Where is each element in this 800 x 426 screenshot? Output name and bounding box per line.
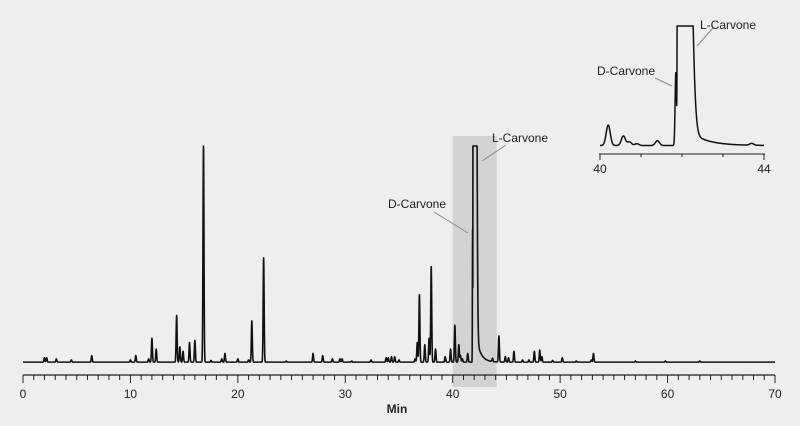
x-tick-label: 0 [20,387,27,401]
highlight-region [452,136,497,387]
inset-trace [599,25,765,147]
inset-d-carvone-leader [654,77,673,87]
x-tick-label: 70 [768,387,782,401]
x-tick-label: 20 [231,387,245,401]
inset-tick-label: 40 [593,162,607,176]
x-tick-label: 50 [553,387,567,401]
d-carvone-label: D-Carvone [388,197,446,211]
chromatogram-trace [22,145,776,363]
x-tick-label: 60 [661,387,675,401]
x-tick-label: 30 [339,387,353,401]
x-tick-label: 10 [124,387,138,401]
x-tick-label: 40 [446,387,460,401]
inset-x-axis: 40 44 [593,153,771,176]
d-carvone-leader [433,211,469,234]
inset-chart: 40 44 D-Carvone L-Carvone [593,18,771,176]
inset-l-carvone-label: L-Carvone [700,18,756,32]
inset-l-carvone-leader [696,27,714,47]
l-carvone-label: L-Carvone [492,131,548,145]
inset-d-carvone-label: D-Carvone [597,64,655,78]
x-axis-title: Min [387,402,408,416]
l-carvone-leader [481,144,507,162]
x-axis: 0 10 20 30 40 50 60 70 [20,374,782,401]
inset-tick-label: 44 [757,162,771,176]
peak-markers [43,145,701,364]
